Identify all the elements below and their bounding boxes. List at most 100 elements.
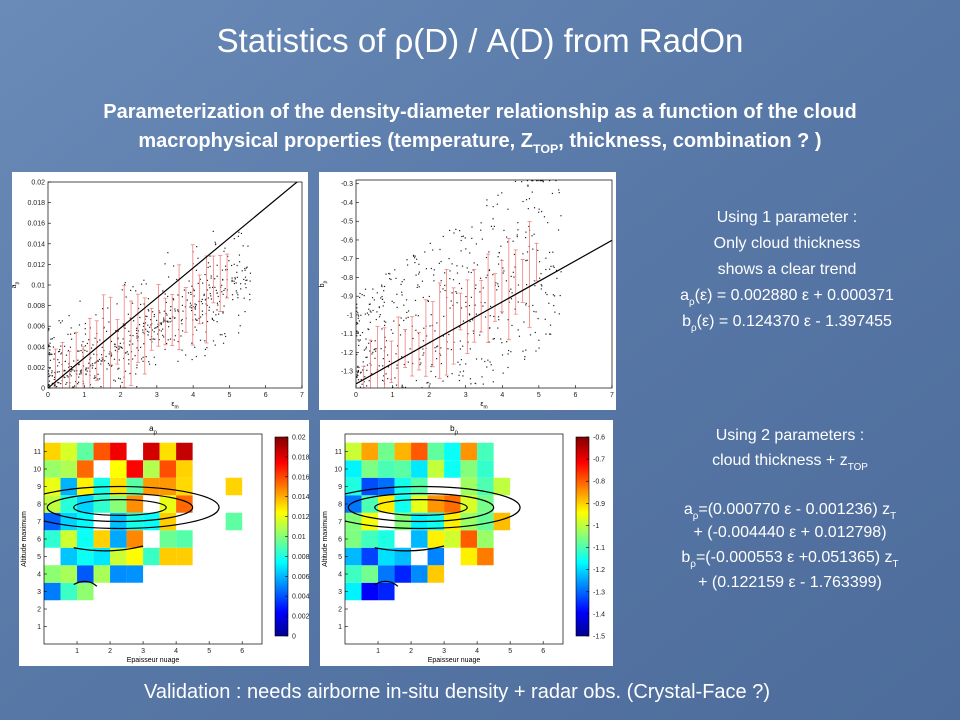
x-tick-label: 0 — [354, 392, 358, 399]
sample-point — [523, 321, 525, 323]
sample-point — [163, 320, 165, 322]
sample-point — [240, 283, 242, 285]
heat-cell — [411, 530, 428, 548]
sample-point — [422, 354, 424, 356]
sample-point — [74, 332, 76, 334]
sample-point — [220, 286, 222, 288]
sample-point — [375, 350, 377, 352]
text-run: b — [681, 549, 690, 566]
sample-point — [522, 200, 524, 203]
subtitle: Parameterization of the density-diameter… — [103, 101, 856, 156]
heat-cell — [460, 442, 478, 461]
sample-point — [428, 295, 430, 298]
sample-point — [451, 292, 453, 294]
sample-point — [539, 180, 541, 182]
sample-point — [76, 370, 78, 372]
heat-cell — [143, 477, 160, 496]
sample-point — [360, 378, 362, 381]
sample-point — [497, 256, 499, 258]
sample-point — [361, 294, 363, 296]
sample-point — [396, 364, 398, 366]
sample-point — [164, 348, 166, 351]
x-tick-label: 6 — [573, 392, 577, 399]
heat-cell — [159, 530, 177, 548]
sample-point — [434, 376, 437, 378]
sample-point — [546, 293, 548, 296]
x-tick-label: 2 — [119, 392, 123, 399]
sample-point — [356, 366, 359, 368]
sample-point — [162, 321, 164, 323]
sample-point — [401, 291, 403, 293]
sample-point — [169, 317, 172, 320]
sample-point — [458, 379, 461, 382]
sample-point — [246, 279, 248, 281]
sample-point — [60, 353, 62, 355]
sample-point — [225, 269, 227, 271]
sample-point — [385, 321, 387, 323]
heat-cell — [159, 477, 177, 496]
sample-point — [224, 247, 226, 249]
sample-point — [558, 313, 560, 315]
heat-cell — [361, 460, 379, 478]
sample-point — [497, 283, 499, 285]
sample-point — [117, 377, 120, 379]
sample-point — [436, 345, 439, 347]
sample-point — [453, 232, 455, 234]
contour — [46, 492, 194, 523]
sample-point — [552, 251, 554, 253]
sample-point — [137, 330, 139, 332]
sample-point — [93, 377, 95, 379]
sample-point — [245, 287, 247, 289]
sample-point — [356, 310, 358, 312]
sample-point — [534, 331, 536, 334]
sample-point — [438, 262, 440, 264]
sample-point — [385, 273, 387, 275]
sample-point — [154, 327, 156, 329]
sample-point — [97, 378, 99, 380]
sample-point — [364, 288, 367, 290]
sample-point — [490, 364, 492, 366]
sample-point — [507, 208, 509, 210]
sample-point — [51, 372, 53, 374]
y-tick-label: -1 — [347, 312, 353, 319]
sample-point — [72, 369, 74, 371]
sample-point — [249, 293, 251, 295]
sample-point — [69, 333, 72, 335]
sample-point — [448, 257, 450, 260]
sample-point — [113, 358, 116, 360]
sample-point — [363, 381, 365, 383]
sample-point — [115, 330, 117, 332]
sample-point — [552, 294, 554, 296]
sample-point — [440, 280, 442, 282]
heat-cell — [77, 530, 94, 548]
colorbar-tick-label: 0.014 — [292, 494, 310, 501]
sample-point — [481, 238, 483, 240]
sample-point — [417, 332, 420, 335]
sample-point — [125, 296, 127, 298]
text-run: Altitude maximum — [21, 511, 28, 567]
sample-point — [68, 314, 70, 317]
sample-point — [462, 375, 464, 377]
sample-point — [49, 374, 51, 377]
y-tick-label: 0.016 — [27, 221, 45, 228]
sample-point — [406, 311, 408, 314]
heat-cell — [460, 530, 478, 548]
sample-point — [502, 267, 504, 269]
sample-point — [368, 308, 370, 310]
sample-point — [395, 384, 398, 386]
sample-point — [470, 296, 473, 298]
sample-point — [538, 208, 540, 210]
sample-point — [513, 253, 515, 256]
sample-point — [446, 341, 448, 343]
sample-point — [460, 239, 462, 242]
fit-line — [356, 239, 612, 385]
sample-point — [548, 333, 551, 335]
colorbar — [575, 436, 590, 637]
heat-cell — [60, 512, 78, 531]
sample-point — [228, 260, 230, 262]
sample-point — [195, 319, 198, 321]
sample-point — [527, 185, 529, 187]
sample-point — [163, 319, 165, 321]
sample-point — [512, 240, 514, 242]
sample-point — [238, 254, 241, 256]
